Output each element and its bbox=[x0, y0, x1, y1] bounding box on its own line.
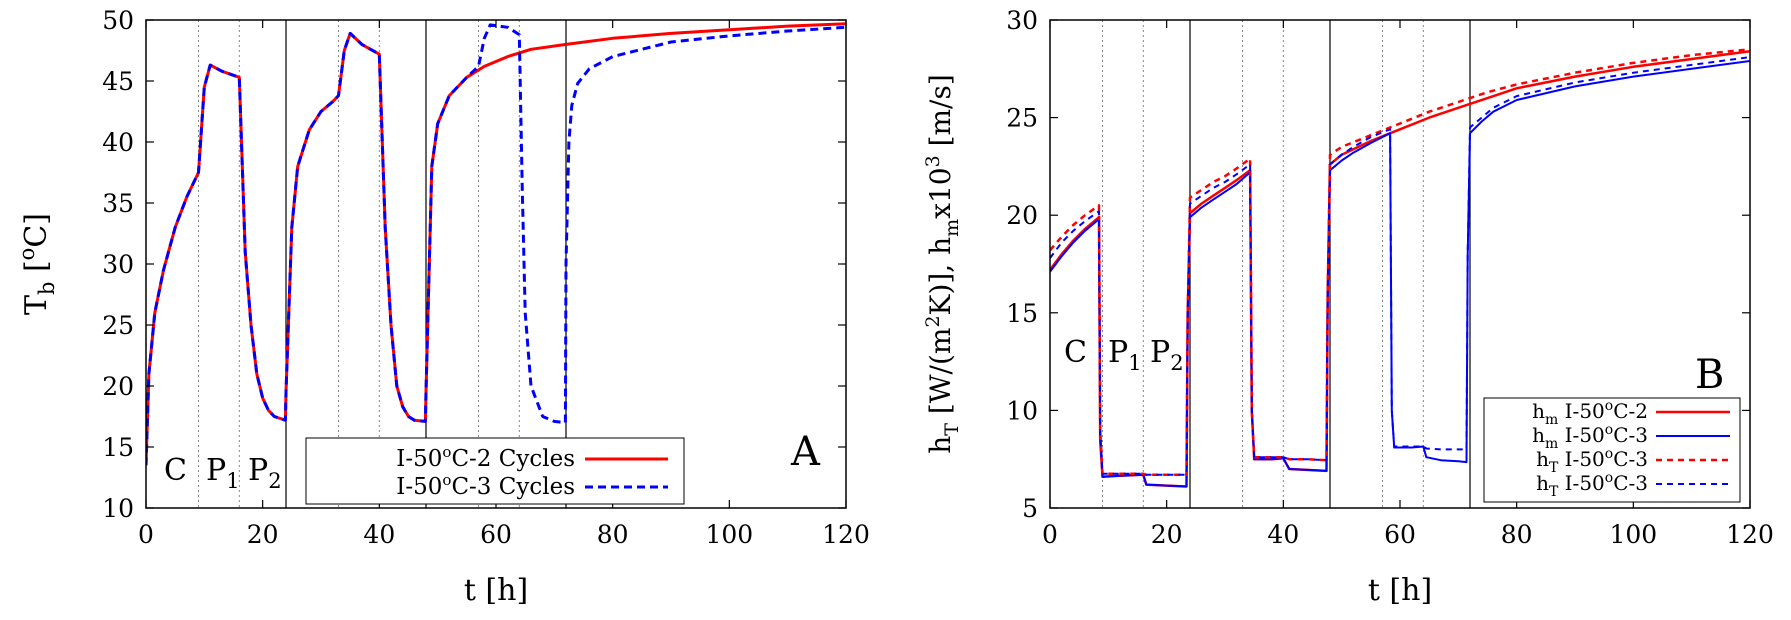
panel-letter: A bbox=[790, 429, 821, 475]
axis-ticks: 0 20 40 60 80 100 120 10 15 20 25 30 35 40 45 50 bbox=[102, 6, 870, 549]
y-tick-label: 50 bbox=[102, 6, 134, 35]
phase-label-c: C bbox=[164, 453, 187, 488]
legend-label-series-1: hm I-50oC-2 bbox=[1532, 398, 1648, 428]
y-tick-label: 15 bbox=[1006, 299, 1038, 328]
cycle-divider-lines bbox=[198, 20, 567, 508]
x-tick-label: 60 bbox=[480, 520, 512, 549]
x-axis-label: t [h] bbox=[464, 573, 528, 608]
x-tick-label: 100 bbox=[705, 520, 753, 549]
x-tick-label: 120 bbox=[822, 520, 870, 549]
x-tick-label: 80 bbox=[1501, 520, 1533, 549]
x-tick-label: 20 bbox=[247, 520, 279, 549]
y-tick-label: 15 bbox=[102, 433, 134, 462]
x-tick-label: 40 bbox=[363, 520, 395, 549]
y-tick-label: 30 bbox=[1006, 6, 1038, 35]
legend-label-series-1: I-50oC-2 Cycles bbox=[396, 443, 575, 472]
legend-label-series-4: hT I-50oC-3 bbox=[1536, 470, 1648, 500]
legend-label-series-3: hT I-50oC-3 bbox=[1536, 446, 1648, 476]
cycle-divider-lines bbox=[1102, 20, 1471, 508]
series-line-1 bbox=[146, 22, 846, 466]
x-tick-label: 100 bbox=[1609, 520, 1657, 549]
x-axis-label: t [h] bbox=[1368, 573, 1432, 608]
legend-box bbox=[305, 437, 685, 505]
y-tick-label: 45 bbox=[102, 67, 134, 96]
legend-label-series-2: I-50oC-3 Cycles bbox=[396, 471, 575, 500]
x-tick-label: 20 bbox=[1151, 520, 1183, 549]
series-line-2 bbox=[146, 23, 846, 466]
phase-label-p1: P1 bbox=[1108, 335, 1142, 375]
y-tick-label: 40 bbox=[102, 128, 134, 157]
x-tick-label: 0 bbox=[138, 520, 154, 549]
x-tick-label: 120 bbox=[1726, 520, 1774, 549]
legend-box bbox=[1483, 397, 1741, 503]
series-line-4 bbox=[1050, 56, 1750, 476]
y-tick-label: 20 bbox=[1006, 201, 1038, 230]
phase-label-p2: P2 bbox=[248, 453, 282, 493]
y-tick-label: 10 bbox=[1006, 396, 1038, 425]
series-line-3 bbox=[1050, 48, 1750, 477]
x-tick-label: 40 bbox=[1267, 520, 1299, 549]
phase-label-c: C bbox=[1064, 335, 1087, 370]
series-group bbox=[146, 22, 846, 466]
axis-ticks: 0 20 40 60 80 100 120 5 10 15 20 25 30 bbox=[1006, 6, 1774, 549]
phase-label-p2: P2 bbox=[1150, 335, 1184, 375]
legend: hm I-50oC-2 hm I-50oC-3 hT I-50oC-3 hT I… bbox=[1483, 397, 1741, 503]
chart-panel-b: 0 20 40 60 80 100 120 5 10 15 20 25 30 t [h] hT [W/(… bbox=[922, 6, 1774, 608]
y-tick-label: 20 bbox=[102, 372, 134, 401]
panel-letter: B bbox=[1695, 352, 1724, 398]
x-tick-label: 60 bbox=[1384, 520, 1416, 549]
plot-frame bbox=[145, 19, 847, 509]
y-tick-label: 25 bbox=[102, 311, 134, 340]
legend-label-series-2: hm I-50oC-3 bbox=[1532, 422, 1648, 452]
x-tick-label: 80 bbox=[597, 520, 629, 549]
y-tick-label: 25 bbox=[1006, 104, 1038, 133]
y-tick-label: 5 bbox=[1022, 494, 1038, 523]
phase-label-p1: P1 bbox=[206, 453, 240, 493]
y-tick-label: 30 bbox=[102, 250, 134, 279]
y-axis-label: Tb [oC] bbox=[15, 213, 59, 315]
y-tick-label: 10 bbox=[102, 494, 134, 523]
series-group bbox=[1050, 48, 1750, 488]
x-tick-label: 0 bbox=[1042, 520, 1058, 549]
y-axis-label: hT [W/(m2K)], hmx103 [m/s] bbox=[922, 74, 963, 454]
y-tick-label: 35 bbox=[102, 189, 134, 218]
legend: I-50oC-2 Cycles I-50oC-3 Cycles bbox=[305, 437, 685, 505]
